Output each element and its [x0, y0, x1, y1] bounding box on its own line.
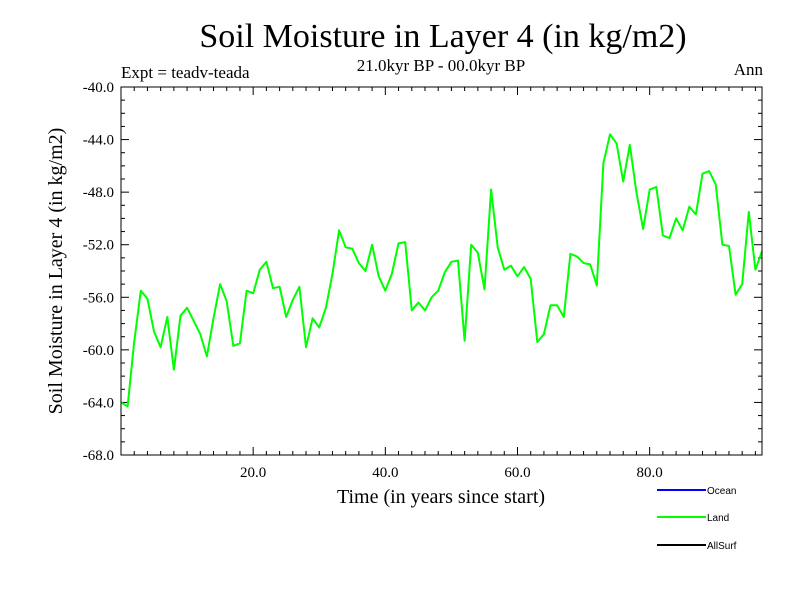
- y-tick-label: -60.0: [83, 343, 114, 359]
- legend-label-ocean: Ocean: [707, 486, 736, 497]
- y-tick-label: -64.0: [83, 395, 114, 411]
- x-tick-label: 40.0: [372, 465, 398, 481]
- plot-frame: [120, 86, 763, 456]
- series-layer: [120, 133, 763, 408]
- y-tick-label: -52.0: [83, 238, 114, 254]
- y-tick-label: -44.0: [83, 133, 114, 149]
- legend-label-land: Land: [707, 513, 729, 524]
- x-tick-label: 60.0: [504, 465, 530, 481]
- legend-label-allsurf: AllSurf: [707, 541, 737, 552]
- y-tick-label: -68.0: [83, 448, 114, 464]
- series-line-land: [120, 133, 763, 408]
- y-tick-label: -40.0: [83, 80, 114, 96]
- chart-title: Soil Moisture in Layer 4 (in kg/m2): [199, 18, 686, 55]
- y-tick-label: -56.0: [83, 290, 114, 306]
- x-axis-label: Time (in years since start): [337, 486, 545, 508]
- experiment-label: Expt = teadv-teada: [121, 63, 250, 82]
- legend: Ocean Land AllSurf: [657, 486, 737, 552]
- y-axis-label: Soil Moisture in Layer 4 (in kg/m2): [45, 128, 67, 415]
- x-tick-label: 80.0: [637, 465, 663, 481]
- chart-subtitle: 21.0kyr BP - 00.0kyr BP: [357, 56, 525, 75]
- y-tick-label: -48.0: [83, 185, 114, 201]
- axis-ticks: [120, 86, 762, 456]
- tick-labels: -68.0 -64.0 -60.0 -56.0 -52.0 -48.0 -44.0 -40.0…: [83, 80, 663, 481]
- x-tick-label: 20.0: [240, 465, 266, 481]
- season-label: Ann: [734, 60, 764, 79]
